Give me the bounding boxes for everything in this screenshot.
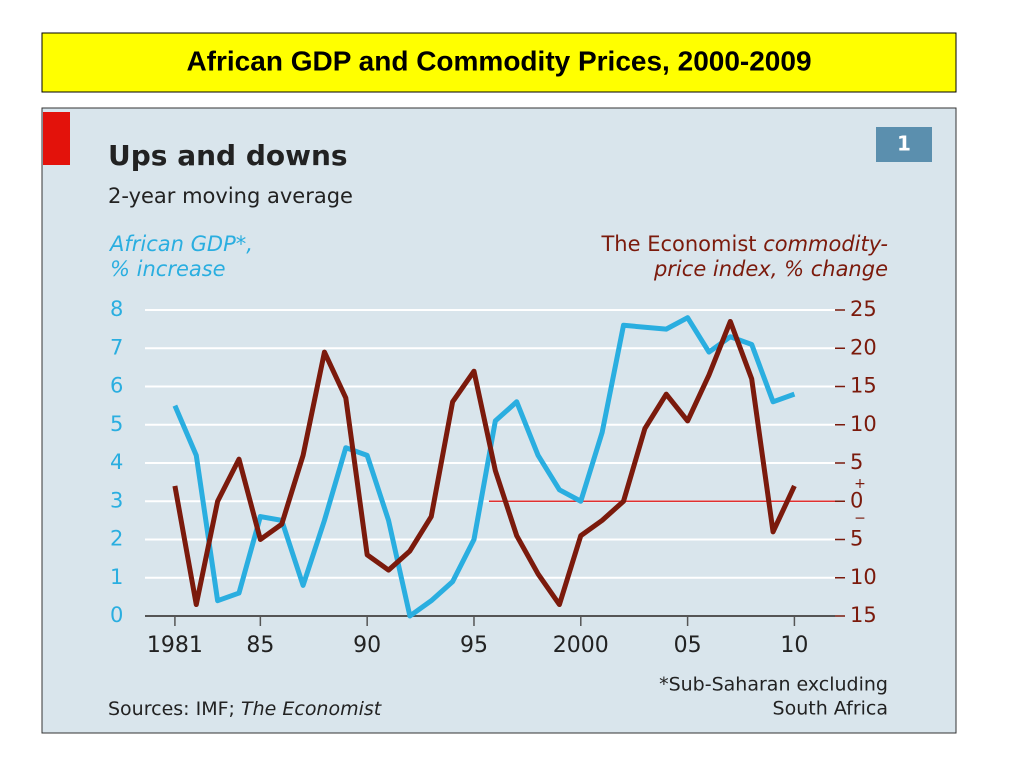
y2-axis-label: The Economist commodity- (600, 232, 888, 256)
badge-label: 1 (897, 132, 911, 156)
y2-tick-label: 0 (850, 488, 863, 512)
x-tick-label: 90 (353, 633, 381, 658)
y-tick-label: 0 (110, 603, 123, 627)
y2-tick-label: 5 (850, 527, 863, 551)
chart-subtitle: 2-year moving average (108, 184, 353, 208)
x-tick-label: 2000 (553, 633, 609, 658)
y2-label-part: commodity- (763, 232, 888, 256)
slide-title: African GDP and Commodity Prices, 2000-2… (186, 45, 811, 76)
y2-axis-label: price index, % change (653, 257, 888, 281)
source-part: Sources: IMF; (108, 698, 235, 720)
y-tick-label: 4 (110, 450, 123, 474)
y-tick-label: 7 (110, 335, 123, 359)
y-tick-label: 2 (110, 527, 123, 551)
y2-tick-label: 5 (850, 450, 863, 474)
y-axis-label: African GDP*, (108, 232, 253, 256)
y2-tick-label: 20 (850, 335, 877, 359)
chart-title: Ups and downs (108, 139, 348, 172)
y2-tick-label: 25 (850, 297, 877, 321)
badge (876, 127, 932, 162)
series-line (172, 318, 797, 608)
source: Sources: IMF; The Economist (108, 698, 383, 720)
y2-sign: − (854, 510, 866, 526)
x-tick-label: 95 (460, 633, 488, 658)
y-tick-label: 8 (110, 297, 123, 321)
footnote: South Africa (773, 698, 888, 720)
y2-sign: + (854, 476, 866, 492)
footnote: *Sub-Saharan excluding (659, 674, 888, 696)
y2-label-part: The Economist (600, 232, 756, 256)
y2-tick-label: 10 (850, 412, 877, 436)
y-tick-label: 1 (110, 565, 123, 589)
x-tick-label: 1981 (147, 633, 203, 658)
title-box (41, 32, 957, 93)
x-tick-label: 10 (780, 633, 808, 658)
y2-tick-label: 15 (850, 374, 877, 398)
series-line (172, 315, 796, 619)
x-tick-label: 05 (674, 633, 702, 658)
y-tick-label: 3 (110, 488, 123, 512)
x-tick-label: 85 (246, 633, 274, 658)
y2-tick-label: 10 (850, 565, 877, 589)
y-tick-label: 5 (110, 412, 123, 436)
y2-tick-label: 15 (850, 603, 877, 627)
y-axis-label: % increase (110, 257, 226, 281)
y-tick-label: 6 (110, 374, 123, 398)
source-part: The Economist (241, 698, 383, 720)
red-tab (43, 112, 70, 165)
